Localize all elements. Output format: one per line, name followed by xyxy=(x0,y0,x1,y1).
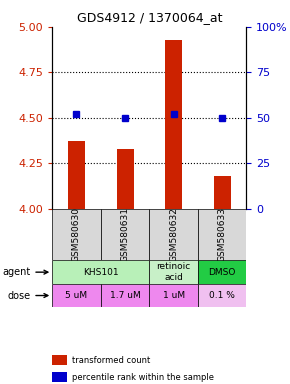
Bar xyxy=(117,149,134,209)
FancyBboxPatch shape xyxy=(198,209,246,260)
FancyBboxPatch shape xyxy=(149,209,198,260)
Text: GSM580633: GSM580633 xyxy=(218,207,227,262)
Text: 1.7 uM: 1.7 uM xyxy=(110,291,140,300)
FancyBboxPatch shape xyxy=(198,284,246,307)
FancyBboxPatch shape xyxy=(52,209,101,260)
FancyBboxPatch shape xyxy=(101,284,149,307)
Text: 1 uM: 1 uM xyxy=(163,291,185,300)
FancyBboxPatch shape xyxy=(101,209,149,260)
FancyBboxPatch shape xyxy=(52,284,101,307)
Title: GDS4912 / 1370064_at: GDS4912 / 1370064_at xyxy=(77,11,222,24)
FancyBboxPatch shape xyxy=(52,260,149,284)
Bar xyxy=(214,176,231,209)
Bar xyxy=(68,141,85,209)
Text: 0.1 %: 0.1 % xyxy=(209,291,235,300)
Text: retinoic
acid: retinoic acid xyxy=(157,262,191,282)
Text: dose: dose xyxy=(7,291,48,301)
FancyBboxPatch shape xyxy=(198,260,246,284)
Text: agent: agent xyxy=(2,267,48,277)
FancyBboxPatch shape xyxy=(149,260,198,284)
Text: KHS101: KHS101 xyxy=(83,268,119,276)
Text: GSM580630: GSM580630 xyxy=(72,207,81,262)
Text: GSM580631: GSM580631 xyxy=(121,207,130,262)
Text: DMSO: DMSO xyxy=(209,268,236,276)
FancyBboxPatch shape xyxy=(149,284,198,307)
Text: percentile rank within the sample: percentile rank within the sample xyxy=(72,373,215,382)
Text: transformed count: transformed count xyxy=(72,356,151,365)
Bar xyxy=(165,40,182,209)
Text: GSM580632: GSM580632 xyxy=(169,207,178,262)
Text: 5 uM: 5 uM xyxy=(66,291,88,300)
